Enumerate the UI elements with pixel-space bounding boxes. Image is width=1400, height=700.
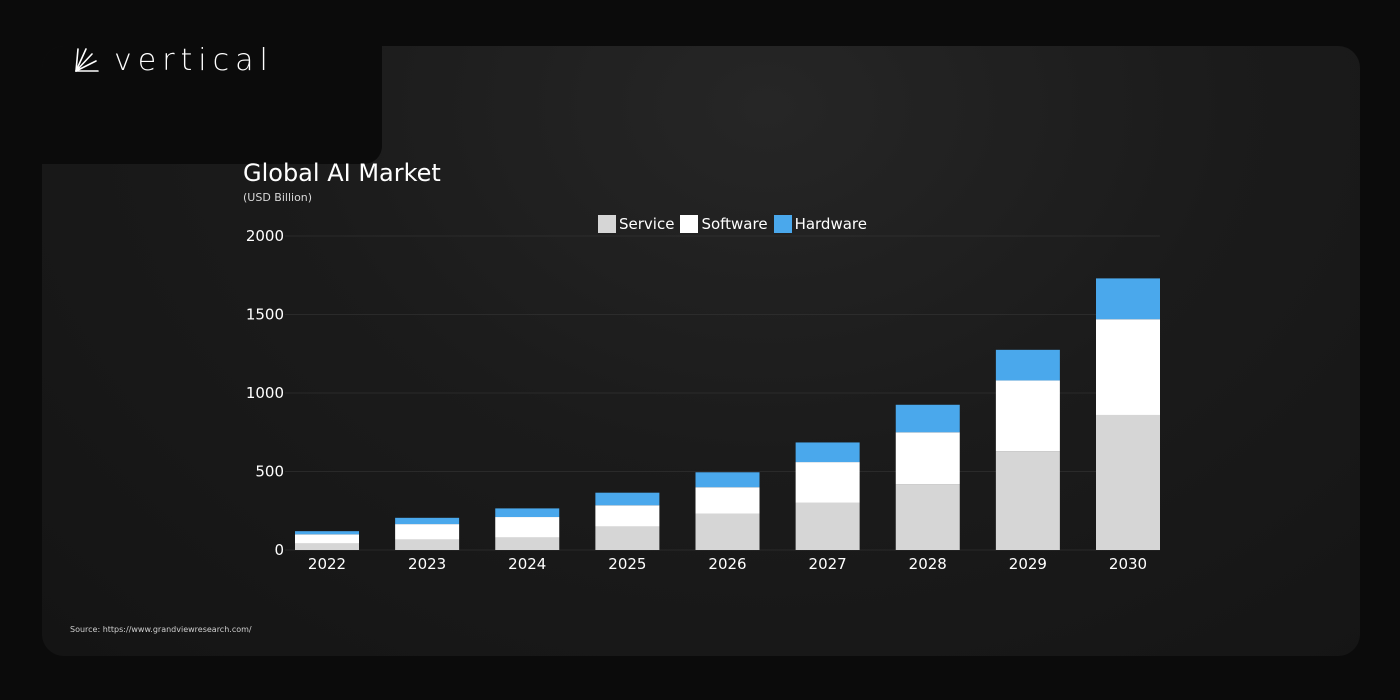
y-tick-label: 0 (274, 541, 284, 559)
y-tick-label: 1500 (246, 306, 284, 324)
bar-service-2028 (895, 484, 960, 550)
legend-item-software: Software (680, 215, 768, 233)
bar-service-2023 (395, 539, 460, 550)
brand-logo: vertical (72, 40, 274, 80)
chart-title: Global AI Market (243, 159, 441, 187)
vertical-sunburst-icon (75, 48, 99, 72)
bar-software-2024 (495, 517, 560, 538)
bar-service-2024 (495, 537, 560, 550)
x-tick-label: 2027 (809, 555, 847, 573)
bar-software-2027 (795, 462, 860, 503)
bar-hardware-2022 (295, 531, 359, 535)
legend-item-hardware: Hardware (773, 215, 867, 233)
x-tick-label: 2030 (1109, 555, 1147, 573)
legend-label-service: Service (619, 215, 675, 233)
x-tick-label: 2023 (408, 555, 446, 573)
bar-software-2029 (995, 380, 1060, 452)
x-tick-label: 2024 (508, 555, 546, 573)
chart-subtitle: (USD Billion) (243, 191, 313, 204)
x-tick-label: 2028 (909, 555, 947, 573)
bar-hardware-2029 (995, 349, 1060, 381)
bar-software-2023 (395, 524, 460, 540)
bar-service-2029 (995, 451, 1060, 550)
brand-name: vertical (114, 42, 274, 78)
y-tick-label: 1000 (246, 384, 284, 402)
bar-hardware-2023 (395, 517, 460, 525)
bar-service-2025 (595, 526, 660, 550)
bar-hardware-2025 (595, 492, 660, 506)
x-tick-label: 2022 (308, 555, 346, 573)
bar-hardware-2024 (495, 508, 560, 518)
y-tick-label: 500 (255, 463, 284, 481)
bar-software-2025 (595, 505, 660, 527)
legend-label-software: Software (701, 215, 768, 233)
bar-hardware-2026 (695, 472, 760, 488)
bar-service-2022 (295, 543, 359, 550)
x-tick-label: 2026 (708, 555, 746, 573)
x-tick-label: 2025 (608, 555, 646, 573)
y-tick-label: 2000 (246, 227, 284, 245)
legend-swatch-software (680, 215, 699, 233)
source-note: Source: https://www.grandviewresearch.co… (70, 625, 252, 634)
legend-swatch-service (598, 215, 616, 233)
bar-software-2028 (895, 432, 960, 485)
legend-item-service: Service (598, 215, 674, 233)
legend-swatch-hardware (773, 215, 792, 233)
bar-software-2026 (695, 487, 760, 514)
bar-hardware-2027 (795, 442, 860, 463)
bar-hardware-2028 (895, 404, 960, 433)
x-tick-label: 2029 (1009, 555, 1047, 573)
bar-software-2030 (1096, 319, 1160, 415)
chart-legend: Service Software Hardware (598, 213, 867, 235)
bar-service-2030 (1096, 414, 1160, 550)
logo-tab (42, 46, 382, 164)
bar-service-2027 (795, 502, 860, 550)
legend-label-hardware: Hardware (794, 215, 867, 233)
bar-service-2026 (695, 513, 760, 550)
bar-hardware-2030 (1096, 278, 1160, 320)
bar-software-2022 (295, 534, 359, 544)
